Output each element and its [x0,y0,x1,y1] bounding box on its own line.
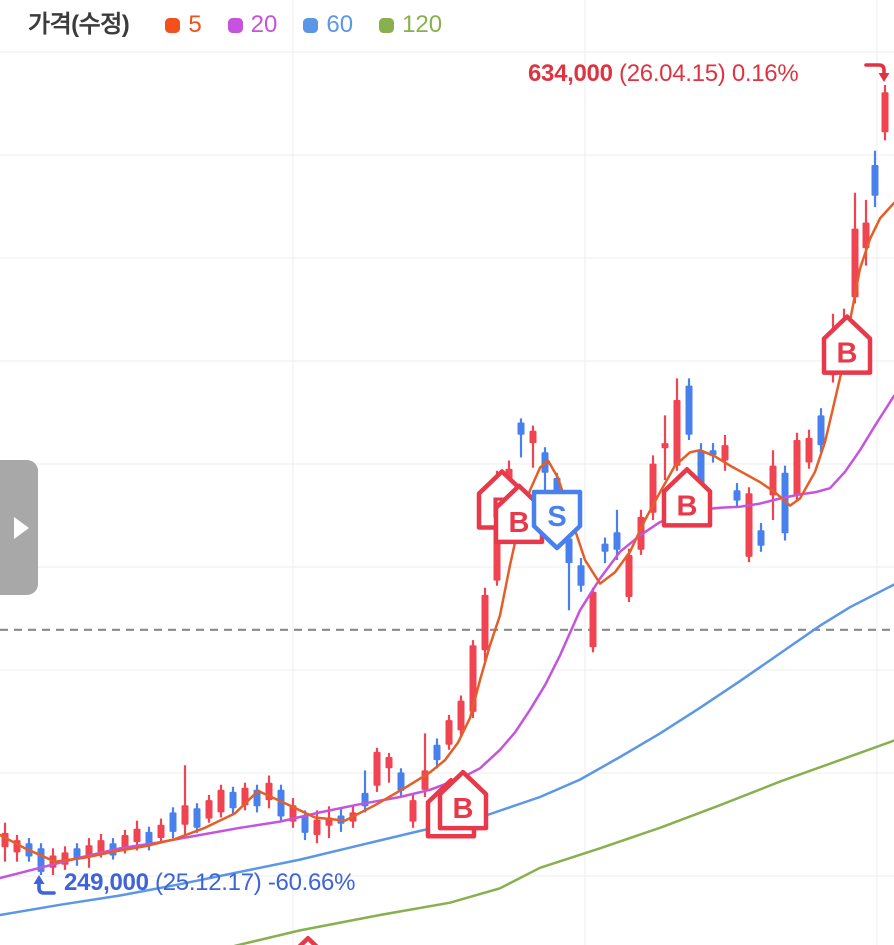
ma-20-line [0,394,894,880]
sell-marker[interactable]: S [531,489,583,551]
high-change: 0.16% [731,60,799,87]
legend-item-label: 60 [326,11,354,38]
buy-marker[interactable]: B [661,467,713,528]
panel-expand-handle[interactable] [0,460,38,595]
legend-dot-icon [303,17,319,33]
high-price: 634,000 [528,60,613,87]
legend-title: 가격(수정) [28,11,130,39]
svg-text:B: B [453,793,474,825]
ma-5-line [0,201,894,863]
chevron-right-icon [13,516,29,539]
svg-text:B: B [837,338,858,370]
legend-item-120[interactable]: 120 [379,13,442,37]
high-label: 634,000 (26.04.15) 0.16% [528,60,799,88]
buy-marker[interactable]: B [821,314,873,375]
low-label: 249,000 (25.12.17) -60.66% [64,869,355,897]
low-change: -60.66% [267,869,356,896]
legend-item-20[interactable]: 20 [227,11,278,38]
legend-dot-icon [227,17,243,33]
chart-legend: 가격(수정) 5 20 60 120 [28,13,468,38]
low-price: 249,000 [64,869,149,896]
high-date: (26.04.15) [619,60,726,87]
legend-item-label: 120 [402,11,443,38]
high-point-arrow-icon [864,63,890,82]
legend-item-5[interactable]: 5 [165,11,202,38]
low-point-arrow-icon [33,875,56,895]
buy-marker[interactable]: B [285,936,331,945]
legend-item-60[interactable]: 60 [303,13,353,37]
legend-dot-icon [165,17,181,33]
buy-marker[interactable]: B [437,769,489,831]
low-date: (25.12.17) [155,869,262,896]
legend-item-label: 20 [250,11,278,38]
ma-60-line [0,583,894,917]
legend-items: 5 20 60 120 [165,13,468,38]
legend-item-label: 5 [188,11,202,38]
svg-text:S: S [547,501,566,533]
buy-marker[interactable]: B [493,483,545,545]
legend-dot-icon [379,17,395,33]
svg-text:B: B [677,490,698,522]
svg-text:B: B [509,507,530,539]
ma-120-line [234,739,894,945]
